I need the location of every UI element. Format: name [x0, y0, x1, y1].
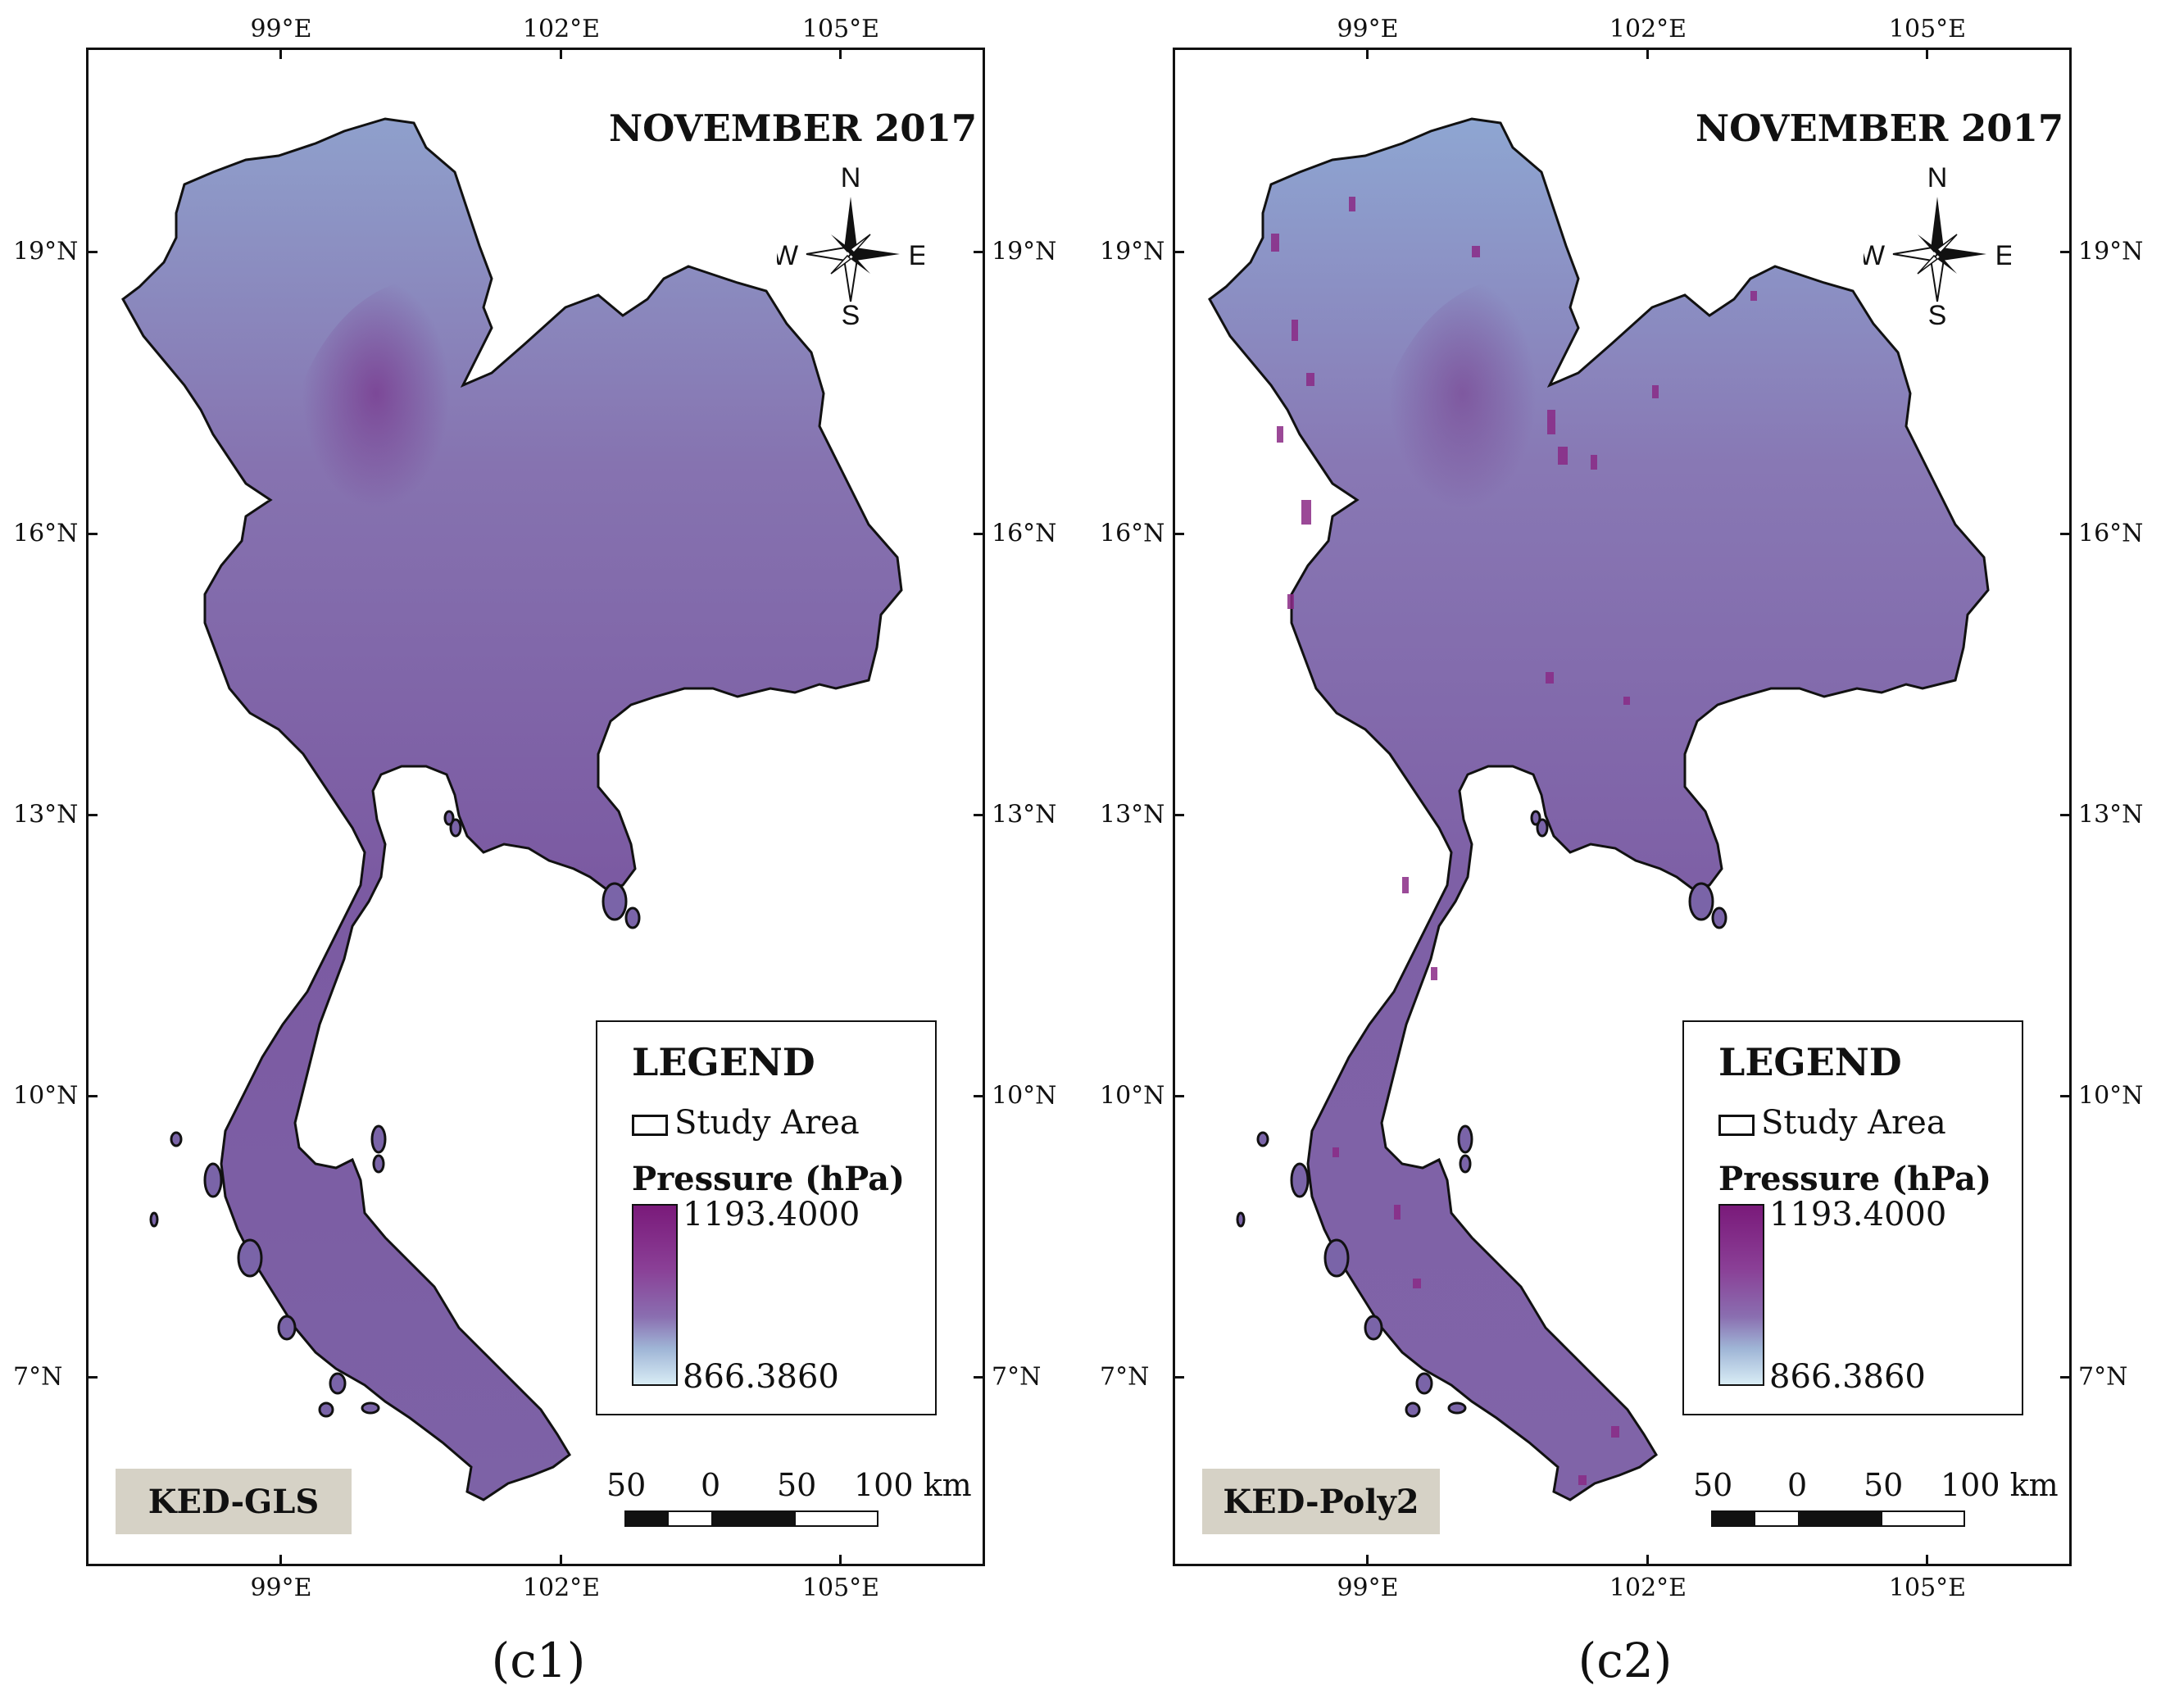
- map-ticks: [86, 48, 985, 1566]
- lat-label-right-19: 19°N: [992, 237, 1057, 266]
- legend-variable: Pressure (hPa): [632, 1160, 906, 1198]
- method-badge: KED-GLS: [116, 1469, 352, 1534]
- legend-study-area-label: Study Area: [1761, 1104, 1946, 1142]
- panel-caption: (c1): [491, 1633, 586, 1688]
- compass-n: N: [1927, 164, 1948, 193]
- lat-label-right-13: 13°N: [992, 800, 1057, 829]
- lon-label-top-105: 105°E: [1888, 15, 1967, 43]
- lat-label-left-10: 10°N: [13, 1081, 79, 1111]
- lat-label-left-16: 16°N: [1100, 519, 1165, 548]
- color-ramp: [1718, 1204, 1764, 1386]
- thailand-map: [86, 48, 985, 1566]
- compass-s: S: [1928, 300, 1947, 328]
- month-title: NOVEMBER 2017: [1696, 107, 2064, 150]
- scale-label-0: 0: [1787, 1467, 1808, 1503]
- method-badge: KED-Poly2: [1202, 1469, 1440, 1534]
- lat-label-right-10: 10°N: [992, 1081, 1057, 1111]
- lon-label-bottom-99: 99°E: [1337, 1574, 1399, 1602]
- study-area-swatch: [1718, 1115, 1755, 1136]
- compass-n: N: [841, 164, 861, 193]
- map-panel-c1: 99°E 102°E 105°E: [0, 0, 1080, 1708]
- lat-label-right-16: 16°N: [992, 519, 1057, 548]
- lat-label-left-19: 19°N: [13, 237, 79, 266]
- legend-variable: Pressure (hPa): [1718, 1160, 1992, 1198]
- lon-label-bottom-102: 102°E: [1609, 1574, 1687, 1602]
- compass-w: W: [777, 240, 798, 271]
- lon-label-top-102: 102°E: [1609, 15, 1687, 43]
- lat-label-right-7: 7°N: [992, 1362, 1042, 1392]
- lat-label-left-16: 16°N: [13, 519, 79, 548]
- compass-rose-icon: N S W E: [1864, 164, 2011, 328]
- hotspot-speckles: [1271, 197, 1757, 1485]
- lat-label-right-7: 7°N: [2078, 1362, 2128, 1392]
- lon-label-bottom-99: 99°E: [250, 1574, 312, 1602]
- legend-max-value: 1193.4000: [1769, 1196, 1947, 1233]
- legend-max-value: 1193.4000: [683, 1196, 860, 1233]
- compass-s: S: [842, 300, 860, 328]
- lat-label-left-7: 7°N: [13, 1362, 63, 1392]
- map-panel-c2: 99°E 102°E 105°E: [1087, 0, 2161, 1708]
- thailand-map: [1173, 48, 2072, 1566]
- lon-label-top-99: 99°E: [250, 15, 312, 43]
- compass-w: W: [1864, 240, 1885, 271]
- legend-study-area: Study Area: [1718, 1104, 1946, 1142]
- legend-study-area-label: Study Area: [674, 1104, 860, 1142]
- legend-title: LEGEND: [632, 1040, 815, 1084]
- lon-label-bottom-105: 105°E: [801, 1574, 880, 1602]
- lon-label-bottom-105: 105°E: [1888, 1574, 1967, 1602]
- scale-label-100: 100 km: [854, 1467, 972, 1503]
- legend-box: LEGEND Study Area Pressure (hPa) 1193.40…: [596, 1020, 937, 1415]
- compass-rose-icon: N S W E: [777, 164, 924, 328]
- coastal-islands: [1236, 810, 1727, 1418]
- lat-label-left-13: 13°N: [1100, 800, 1165, 829]
- lat-label-left-19: 19°N: [1100, 237, 1165, 266]
- scale-label-0: 0: [701, 1467, 721, 1503]
- lat-label-right-16: 16°N: [2078, 519, 2144, 548]
- lat-label-left-13: 13°N: [13, 800, 79, 829]
- scale-label-50: 50: [777, 1467, 817, 1503]
- legend-min-value: 866.3860: [1769, 1358, 1926, 1396]
- scale-label-50-left: 50: [1693, 1467, 1733, 1503]
- lat-label-right-10: 10°N: [2078, 1081, 2144, 1111]
- lon-label-top-102: 102°E: [522, 15, 601, 43]
- scale-label-100: 100 km: [1941, 1467, 2059, 1503]
- month-title: NOVEMBER 2017: [609, 107, 978, 150]
- compass-e: E: [1995, 240, 2011, 271]
- scale-bar: [624, 1510, 878, 1527]
- scale-label-50-left: 50: [606, 1467, 647, 1503]
- map-ticks: [1173, 48, 2072, 1566]
- legend-title: LEGEND: [1718, 1040, 1902, 1084]
- legend-min-value: 866.3860: [683, 1358, 839, 1396]
- legend-study-area: Study Area: [632, 1104, 860, 1142]
- lon-label-bottom-102: 102°E: [522, 1574, 601, 1602]
- lat-label-right-13: 13°N: [2078, 800, 2144, 829]
- scale-bar: [1711, 1510, 1965, 1527]
- coastal-islands: [149, 810, 641, 1418]
- scale-label-50: 50: [1864, 1467, 1904, 1503]
- lon-label-top-105: 105°E: [801, 15, 880, 43]
- lat-label-right-19: 19°N: [2078, 237, 2144, 266]
- panel-caption: (c2): [1578, 1633, 1673, 1688]
- compass-e: E: [909, 240, 924, 271]
- color-ramp: [632, 1204, 678, 1386]
- lat-label-left-10: 10°N: [1100, 1081, 1165, 1111]
- lat-label-left-7: 7°N: [1100, 1362, 1150, 1392]
- study-area-swatch: [632, 1115, 668, 1136]
- lon-label-top-99: 99°E: [1337, 15, 1399, 43]
- legend-box: LEGEND Study Area Pressure (hPa) 1193.40…: [1682, 1020, 2023, 1415]
